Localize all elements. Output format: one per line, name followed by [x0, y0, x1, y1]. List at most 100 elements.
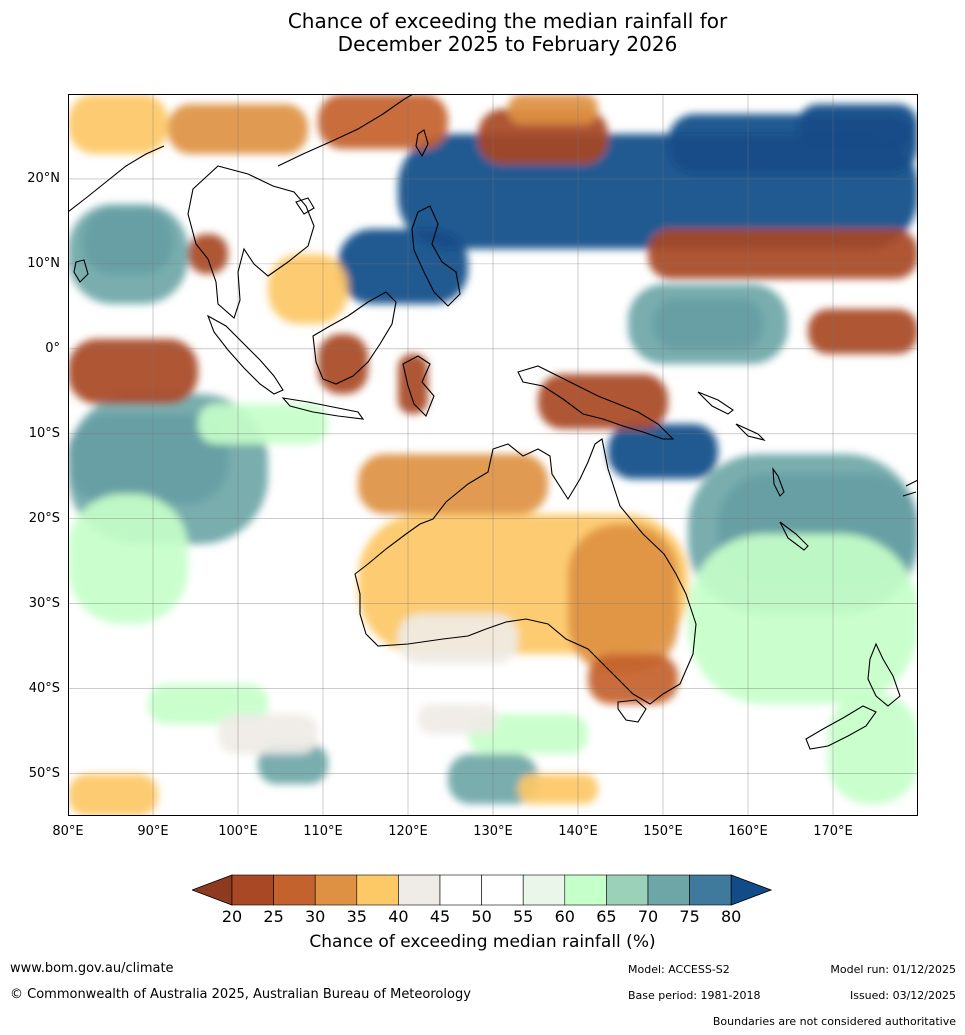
- colorbar-segment: [522, 874, 566, 906]
- longitude-label: 90°E: [137, 824, 169, 839]
- new-caledonia-coastline: [779, 521, 809, 551]
- philippines-coastline: [411, 205, 461, 307]
- colorbar-segment: [439, 874, 482, 906]
- australia-coastline: [354, 438, 697, 705]
- longitude-label: 120°E: [388, 824, 428, 839]
- colorbar-segment: [481, 874, 524, 906]
- colorbar-segment: [231, 874, 274, 906]
- model-text: Model: ACCESS-S2: [628, 963, 730, 976]
- colorbar-label: Chance of exceeding median rainfall (%): [309, 932, 656, 952]
- probability-region: [68, 204, 188, 304]
- probability-region: [398, 614, 518, 664]
- colorbar: [192, 874, 773, 906]
- probability-region: [68, 774, 158, 816]
- coastlines: [68, 94, 918, 750]
- java-coastline: [281, 397, 365, 420]
- taiwan-coastline: [415, 129, 429, 158]
- latitude-label: 50°S: [28, 765, 60, 781]
- title-line-2: December 2025 to February 2026: [337, 32, 678, 56]
- probability-region: [538, 374, 668, 429]
- probability-region: [68, 494, 188, 624]
- probability-region: [798, 104, 918, 149]
- china-coastline: [277, 94, 414, 167]
- fiji-coastline: [902, 479, 918, 497]
- base-period-text: Base period: 1981-2018: [628, 989, 761, 1002]
- colorbar-tick-label: 30: [305, 907, 326, 926]
- title-line-1: Chance of exceeding the median rainfall …: [287, 9, 728, 33]
- website-link[interactable]: www.bom.gov.au/climate: [10, 961, 174, 976]
- probability-region: [68, 94, 168, 154]
- longitude-label: 140°E: [558, 824, 598, 839]
- longitude-label: 100°E: [218, 824, 258, 839]
- probability-region: [688, 534, 918, 704]
- colorbar-segment: [356, 874, 399, 906]
- vanuatu-coastline: [772, 467, 785, 497]
- probability-region: [568, 524, 678, 674]
- probability-region: [418, 704, 498, 734]
- sri-lanka-coastline: [73, 259, 89, 283]
- borneo-coastline: [312, 291, 397, 385]
- colorbar-tick-label: 20: [221, 907, 243, 926]
- model-run-text: Model run: 01/12/2025: [830, 963, 956, 976]
- probability-region: [518, 774, 598, 804]
- colorbar-high-extend: [730, 874, 773, 906]
- colorbar-tick-label: 55: [513, 907, 534, 926]
- latitude-label: 10°S: [28, 425, 60, 441]
- longitude-label: 110°E: [303, 824, 343, 839]
- probability-region: [808, 309, 918, 354]
- colorbar-low-extend: [192, 874, 233, 906]
- probability-region: [68, 339, 198, 404]
- probability-region: [268, 254, 348, 324]
- probability-region: [188, 234, 228, 274]
- india-coastline: [68, 145, 165, 213]
- latitude-label: 0°: [45, 340, 60, 356]
- nz-south-island-coastline: [805, 705, 877, 750]
- probability-region: [828, 694, 918, 804]
- solomon-islands-coastline: [697, 391, 766, 442]
- colorbar-tick-label: 70: [637, 907, 659, 926]
- probability-region: [338, 229, 468, 304]
- longitude-label: 130°E: [473, 824, 513, 839]
- colorbar-segment: [606, 874, 649, 906]
- probability-region: [358, 454, 548, 514]
- chart-title: Chance of exceeding the median rainfall …: [0, 10, 965, 56]
- latitude-label: 30°S: [28, 595, 60, 611]
- latitude-label: 10°N: [27, 255, 60, 271]
- colorbar-tick-label: 65: [596, 907, 617, 926]
- probability-region: [398, 354, 428, 414]
- colorbar-tick-label: 25: [263, 907, 284, 926]
- colorbar-tick-label: 80: [721, 907, 742, 926]
- colorbar-tick-label: 45: [429, 907, 451, 926]
- colorbar-tick-label: 40: [388, 907, 409, 926]
- longitude-label: 80°E: [52, 824, 84, 839]
- longitude-label: 160°E: [728, 824, 768, 839]
- colorbar-segment: [647, 874, 690, 906]
- map-svg: [68, 94, 918, 816]
- issued-text: Issued: 03/12/2025: [849, 989, 956, 1002]
- colorbar-segment: [398, 874, 441, 906]
- colorbar-segment: [314, 874, 358, 906]
- copyright-text: © Commonwealth of Australia 2025, Austra…: [10, 987, 471, 1002]
- colorbar-segment: [689, 874, 732, 906]
- colorbar-tick-label: 60: [554, 907, 575, 926]
- nz-north-island-coastline: [867, 642, 901, 707]
- colorbar-segment: [564, 874, 607, 906]
- latitude-label: 20°S: [28, 510, 60, 526]
- latitude-label: 40°S: [28, 680, 60, 696]
- colorbar-tick-label: 50: [471, 907, 492, 926]
- tasmania-coastline: [617, 699, 647, 723]
- indochina-coastline: [187, 165, 315, 319]
- sumatra-coastline: [206, 314, 284, 395]
- map-gridlines: [68, 94, 918, 816]
- rainfall-map: [68, 94, 918, 816]
- sulawesi-coastline: [402, 355, 435, 417]
- colorbar-tick-label: 35: [346, 907, 367, 926]
- probability-region: [648, 229, 918, 279]
- probability-region: [218, 714, 318, 754]
- colorbar-segment: [273, 874, 316, 906]
- map-frame: [68, 94, 918, 816]
- disclaimer-text: Boundaries are not considered authoritat…: [712, 1015, 956, 1028]
- probability-region: [588, 654, 678, 704]
- hainan-coastline: [295, 197, 315, 215]
- new-guinea-coastline: [517, 365, 675, 440]
